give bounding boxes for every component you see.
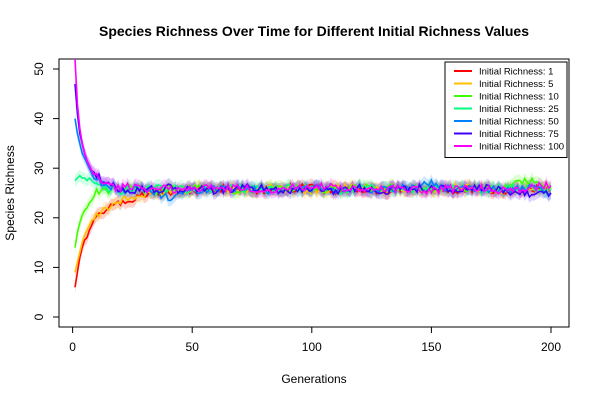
y-tick-label: 30 — [32, 161, 46, 175]
y-tick-label: 50 — [32, 62, 46, 76]
legend-label: Initial Richness: 50 — [479, 117, 559, 128]
chart-title: Species Richness Over Time for Different… — [99, 23, 529, 39]
x-tick-label: 0 — [69, 340, 76, 354]
y-tick-label: 40 — [32, 112, 46, 126]
x-tick-label: 150 — [421, 340, 441, 354]
y-tick-label: 20 — [32, 211, 46, 225]
x-tick-label: 200 — [541, 340, 561, 354]
legend-label: Initial Richness: 75 — [479, 129, 559, 140]
x-axis-label: Generations — [281, 372, 346, 386]
y-tick-label: 10 — [32, 260, 46, 274]
y-axis: 0 10 20 30 40 50 — [32, 62, 60, 320]
legend-label: Initial Richness: 10 — [479, 92, 559, 103]
x-tick-label: 50 — [186, 340, 200, 354]
legend-box — [444, 61, 568, 158]
legend-label: Initial Richness: 5 — [479, 79, 553, 90]
x-tick-label: 100 — [302, 340, 322, 354]
series-line — [74, 59, 552, 196]
legend-label: Initial Richness: 100 — [479, 142, 564, 153]
y-tick-label: 0 — [32, 313, 46, 320]
x-axis: 0 50 100 150 200 — [69, 326, 561, 354]
legend-label: Initial Richness: 25 — [479, 104, 559, 115]
series-lines — [74, 59, 552, 288]
legend-label: Initial Richness: 1 — [479, 67, 553, 78]
y-axis-label: Species Richness — [3, 145, 17, 240]
